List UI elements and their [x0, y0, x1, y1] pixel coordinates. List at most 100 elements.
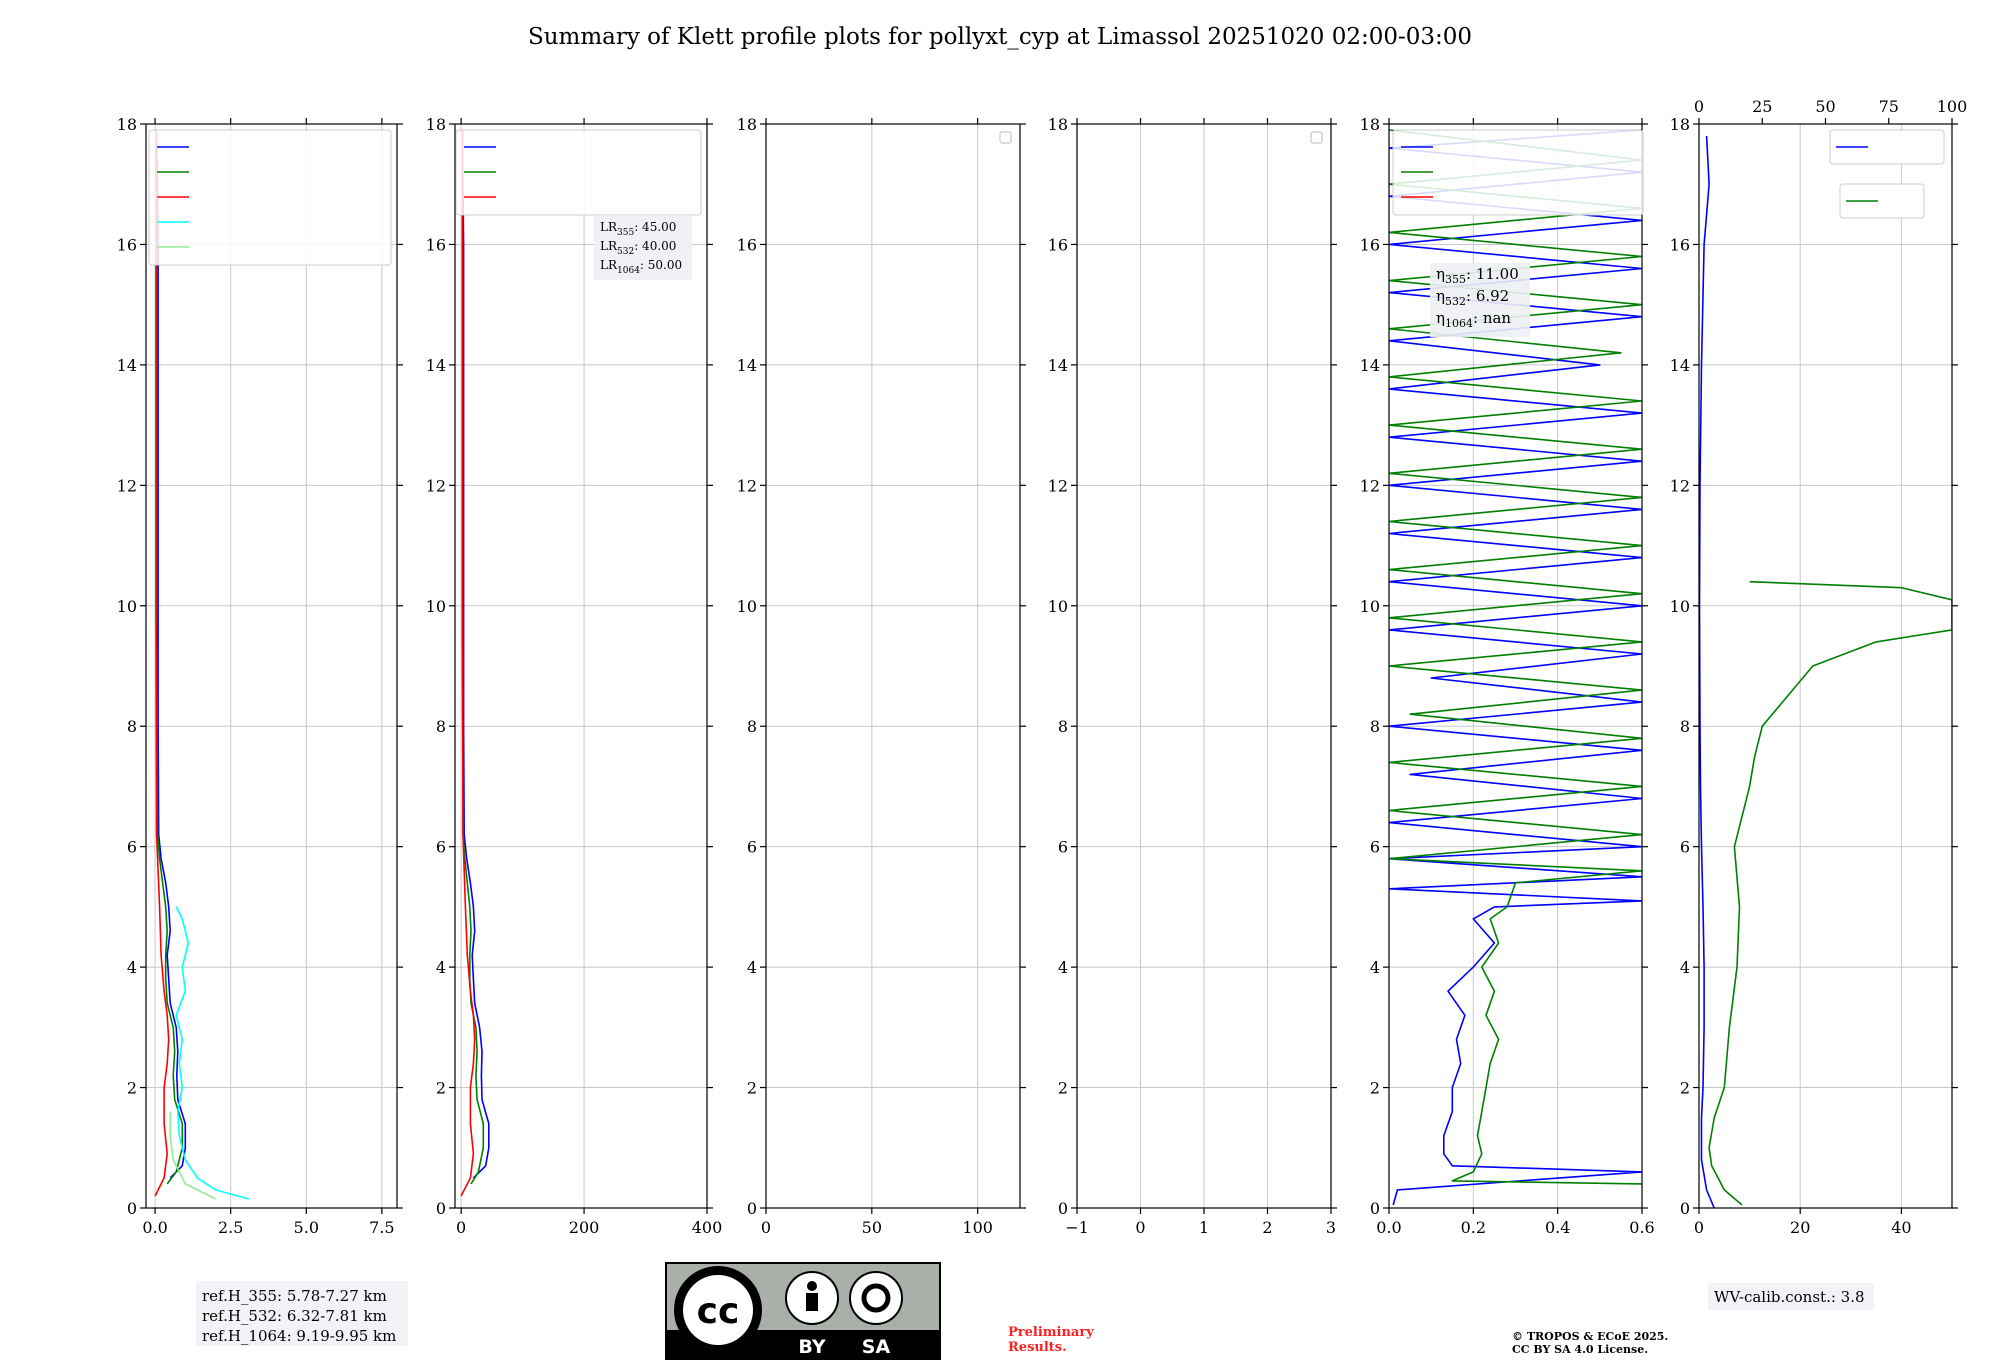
y-tick-label: 16 — [117, 235, 137, 254]
x-tick-label: −1 — [1065, 1218, 1089, 1237]
y-tick-label: 8 — [747, 717, 757, 736]
series-line-aerbsc-klett-1064-x-lr — [460, 130, 476, 1197]
x-tick-label: 400 — [692, 1218, 723, 1237]
series-line-aerbsc-klett-355-fr — [155, 129, 187, 1179]
y-tick-label: 18 — [117, 115, 137, 134]
y-tick-label: 6 — [127, 838, 137, 857]
x-top-tick-label: 75 — [1879, 97, 1899, 116]
x-tick-label: 0.6 — [1629, 1218, 1654, 1237]
y-tick-label: 10 — [1670, 597, 1690, 616]
x-tick-label: 0 — [1694, 1218, 1704, 1237]
y-tick-label: 18 — [737, 115, 757, 134]
y-tick-label: 18 — [1360, 115, 1380, 134]
y-tick-label: 4 — [1058, 958, 1068, 977]
series-line-aerbsc-klett-532-nr — [169, 1111, 216, 1200]
y-tick-label: 2 — [747, 1079, 757, 1098]
series-line-wvmr — [1699, 135, 1715, 1208]
axes-frame — [145, 123, 398, 1209]
x-top-tick-label: 50 — [1815, 97, 1835, 116]
x-tick-label: 5.0 — [294, 1218, 319, 1237]
x-tick-label: 0 — [1135, 1218, 1145, 1237]
y-tick-label: 2 — [1058, 1079, 1068, 1098]
y-tick-label: 18 — [1048, 115, 1068, 134]
y-tick-label: 6 — [1680, 838, 1690, 857]
y-tick-label: 6 — [1370, 838, 1380, 857]
y-tick-label: 14 — [426, 356, 446, 375]
y-tick-label: 4 — [747, 958, 757, 977]
x-tick-label: 1 — [1199, 1218, 1209, 1237]
x-tick-label: 3 — [1326, 1218, 1336, 1237]
y-tick-label: 12 — [1048, 476, 1068, 495]
x-tick-label: 100 — [962, 1218, 993, 1237]
y-tick-label: 16 — [1360, 235, 1380, 254]
x-tick-label: 0.0 — [1376, 1218, 1401, 1237]
y-tick-label: 16 — [1670, 235, 1690, 254]
axes-frame — [1388, 123, 1643, 1209]
y-tick-label: 0 — [1370, 1199, 1380, 1218]
x-tick-label: 2 — [1262, 1218, 1272, 1237]
legend — [455, 129, 702, 216]
y-tick-label: 12 — [117, 476, 137, 495]
annotation-line: LR532: 40.00 — [600, 239, 676, 257]
y-tick-label: 0 — [436, 1199, 446, 1218]
annotation-line: LR355: 45.00 — [600, 220, 676, 238]
annotation-line: η1064: nan — [1436, 309, 1511, 330]
ref-height-532: ref.H_532: 6.32-7.81 km — [202, 1307, 387, 1325]
series-line-rh — [1708, 580, 1952, 1206]
annotation-line: LR1064: 50.00 — [600, 258, 682, 276]
chart-panel-3: 0 2 4 6 8 10 12 14 16 18 0 50 100 — [737, 115, 1026, 1237]
x-tick-label: 0.2 — [1461, 1218, 1486, 1237]
chart-panel-1: 0 2 4 6 8 10 12 14 16 18 0.0 2.5 5.0 7.5 — [117, 115, 403, 1237]
y-tick-label: 8 — [1680, 717, 1690, 736]
y-tick-label: 16 — [1048, 235, 1068, 254]
legend-rh — [1839, 183, 1925, 219]
y-tick-label: 10 — [1360, 597, 1380, 616]
copyright-line-1: © TROPOS & ECoE 2025. — [1512, 1330, 1668, 1343]
annotation-line: η532: 6.92 — [1436, 287, 1509, 308]
y-tick-label: 10 — [1048, 597, 1068, 616]
x-top-tick-label: 100 — [1937, 97, 1968, 116]
y-tick-label: 4 — [436, 958, 446, 977]
series-line-aerbsc-klett-355-x-lr — [461, 129, 490, 1179]
ref-heights-note: ref.H_355: 5.78-7.27 km ref.H_532: 6.32-… — [196, 1281, 408, 1346]
x-tick-label: 40 — [1891, 1218, 1911, 1237]
y-tick-label: 8 — [1370, 717, 1380, 736]
y-tick-label: 12 — [1360, 476, 1380, 495]
x-top-tick-label: 25 — [1752, 97, 1772, 116]
series-line-aerbsc-klett-532-fr — [155, 130, 184, 1185]
x-tick-label: 20 — [1790, 1218, 1810, 1237]
sa-label: SA — [862, 1336, 891, 1358]
y-tick-label: 14 — [1360, 356, 1380, 375]
x-top-tick-label: 0 — [1694, 97, 1704, 116]
by-label: BY — [798, 1336, 825, 1358]
legend-box — [1392, 129, 1644, 216]
y-tick-label: 0 — [127, 1199, 137, 1218]
x-tick-label: 0 — [761, 1218, 771, 1237]
ref-height-1064: ref.H_1064: 9.19-9.95 km — [202, 1327, 396, 1345]
y-tick-label: 10 — [737, 597, 757, 616]
annotation-box — [594, 215, 692, 280]
y-tick-label: 2 — [1680, 1079, 1690, 1098]
y-tick-label: 14 — [117, 356, 137, 375]
y-tick-label: 4 — [127, 958, 137, 977]
y-tick-label: 2 — [436, 1079, 446, 1098]
y-tick-label: 8 — [127, 717, 137, 736]
x-tick-label: 7.5 — [369, 1218, 394, 1237]
annotation-line: η355: 11.00 — [1436, 265, 1519, 286]
x-tick-label: 0.4 — [1545, 1218, 1570, 1237]
y-tick-label: 10 — [117, 597, 137, 616]
y-tick-label: 0 — [1058, 1199, 1068, 1218]
x-tick-label: 0.0 — [142, 1218, 167, 1237]
y-tick-label: 10 — [426, 597, 446, 616]
y-tick-label: 6 — [1058, 838, 1068, 857]
legend-box — [148, 129, 392, 266]
y-tick-label: 18 — [426, 115, 446, 134]
y-tick-label: 12 — [1670, 476, 1690, 495]
legend-box — [1829, 129, 1945, 165]
